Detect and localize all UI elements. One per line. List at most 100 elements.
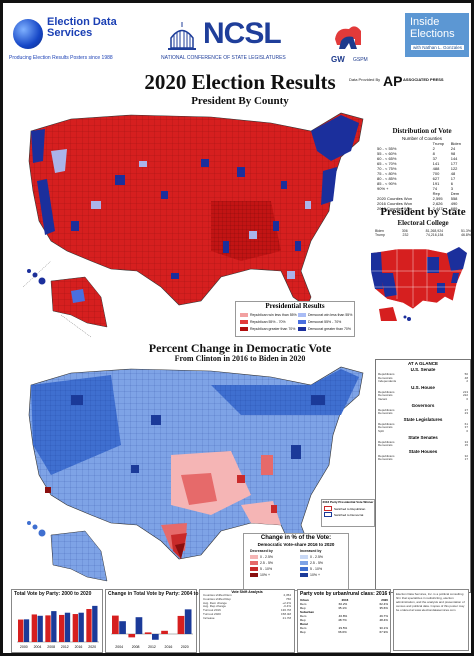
elephant-donkey-icon bbox=[335, 26, 361, 49]
dem-bar bbox=[119, 621, 126, 634]
legend-swatch bbox=[240, 320, 248, 324]
table-row: Dem 29.5% 30.1% bbox=[300, 626, 388, 630]
legend-title: Presidential Results bbox=[265, 302, 325, 310]
gspm-label: GSPM bbox=[353, 57, 368, 63]
capitol-dome-icon bbox=[168, 22, 196, 50]
tick-label: 2008 bbox=[47, 645, 55, 649]
distribution-of-vote: Distribution of Vote Number of Counties … bbox=[377, 127, 467, 217]
state-results-mini-map[interactable] bbox=[367, 243, 473, 325]
ap-credit: Data Provided By bbox=[349, 77, 381, 82]
vote-change-map[interactable] bbox=[11, 355, 373, 587]
tick-label: 2004 bbox=[115, 645, 123, 649]
change-map-subtitle: From Clinton in 2016 to Biden in 2020 bbox=[174, 354, 306, 363]
tick-label: 2012 bbox=[61, 645, 69, 649]
page-subtitle: President By County bbox=[191, 95, 289, 107]
rep-bar bbox=[18, 619, 24, 642]
rep-bar bbox=[161, 630, 168, 634]
flip-legend-title: 2016 Party Presidential Vote Winner bbox=[322, 500, 374, 504]
eds-name: Election Data Services bbox=[47, 16, 117, 39]
table-row: Counties shifted Rep 760 bbox=[203, 596, 291, 601]
table-row: Democrats 15 bbox=[378, 443, 468, 448]
tick-label: 2020 bbox=[181, 645, 189, 649]
table-row: Rep 35.1% 35.6% bbox=[300, 606, 388, 610]
chart-title: Change in Total Vote by Party: 2004 to 2… bbox=[108, 591, 211, 597]
block-heading: U.S. House bbox=[411, 384, 435, 390]
col-biden: Biden bbox=[450, 141, 461, 146]
change-vote-chart: Change in Total Vote by Party: 2004 to 2… bbox=[105, 589, 211, 653]
table-row: Republicans 27 bbox=[378, 407, 468, 412]
table-row: 70 - < 75% 488 122 bbox=[377, 166, 458, 171]
vote-change-legend: Change in % of the Vote: Democratic Vote… bbox=[243, 533, 349, 591]
hawaii bbox=[27, 269, 46, 285]
tick-label: 2008 bbox=[132, 645, 140, 649]
legend-swatch bbox=[240, 313, 248, 317]
rep-bar bbox=[86, 609, 92, 642]
tick-label: 2000 bbox=[20, 645, 28, 649]
ncsl-logo[interactable]: NCSL NATIONAL CONFERENCE OF STATE LEGISL… bbox=[159, 17, 309, 65]
dem-bar bbox=[23, 619, 30, 642]
table-row: Democrats 23 bbox=[378, 411, 468, 416]
table-row: 50 - < 55% 2 24 bbox=[377, 146, 456, 151]
change-vote-plot: 2004 2008 2012 2016 2020 bbox=[111, 609, 193, 649]
tick-label: 2012 bbox=[148, 645, 156, 649]
rep-bar bbox=[31, 614, 37, 642]
legend-label: 10% + bbox=[310, 573, 321, 577]
globe-icon bbox=[13, 19, 43, 49]
table-row: Republicans 32 bbox=[378, 453, 468, 458]
table-title: Party vote by urban/rural class: 2016 to… bbox=[300, 591, 391, 597]
gw-gspm-logo[interactable]: GW GSPM bbox=[327, 19, 387, 67]
table-row: Republicans 61 bbox=[378, 421, 468, 426]
table-row: 2020 Counties Won 2,595 558 bbox=[377, 196, 458, 201]
legend-swatch bbox=[250, 573, 258, 577]
legend-label: 2.5 - 5% bbox=[260, 561, 274, 565]
legend-swatch bbox=[298, 327, 306, 331]
rep-bar bbox=[72, 614, 78, 642]
legend-label: 5 - 10% bbox=[260, 567, 273, 571]
legend-label: 5 - 10% bbox=[310, 567, 323, 571]
legend-swatch bbox=[298, 313, 306, 317]
legend-label: Republican 55% - 70% bbox=[250, 320, 286, 324]
legend-label: Democrat greater than 70% bbox=[308, 327, 351, 331]
inside-elections-logo[interactable]: Inside Elections with Nathan L. Gonzales bbox=[405, 13, 469, 57]
eds-logo[interactable]: Election Data Services Producing Electio… bbox=[9, 15, 149, 65]
poster-notes: Election Data Services, Inc. is a politi… bbox=[393, 589, 469, 651]
dem-bar bbox=[92, 605, 98, 642]
table-row: 60 - < 65% 37 144 bbox=[377, 156, 458, 161]
legend-label: 0 - 2.5% bbox=[310, 555, 324, 559]
table-row: Democrats 48 bbox=[378, 375, 468, 380]
total-vote-chart: Total Vote by Party: 2000 to 2020 2000 20… bbox=[11, 589, 103, 653]
electoral-table: Biden 306 81,268,924 51.3% Trump 232 74,216,1… bbox=[375, 229, 471, 237]
table-row: Vacant 0 bbox=[378, 396, 468, 401]
inside-elections-sub: with Nathan L. Gonzales bbox=[411, 45, 465, 50]
vote-shift-table: Vote Shift Analysis Counties shifted Dem… bbox=[199, 589, 295, 653]
table-row: Republicans 50 bbox=[378, 372, 468, 376]
table-row: Dem 46.8% 49.7% bbox=[300, 614, 388, 618]
header: Election Data Services Producing Electio… bbox=[9, 9, 471, 69]
block-heading: State Houses bbox=[408, 448, 438, 454]
table-row: Independents 2 bbox=[378, 379, 468, 384]
legend-swatch bbox=[324, 506, 332, 511]
legend-label: 10% + bbox=[260, 573, 271, 577]
block-heading: State Senates bbox=[408, 434, 438, 440]
table-row: 65 - < 70% 141 177 bbox=[377, 161, 458, 166]
rep-bar bbox=[112, 615, 119, 634]
tick-label: 2016 bbox=[75, 645, 83, 649]
dem-bar bbox=[184, 609, 192, 634]
legend-swatch bbox=[300, 561, 308, 565]
legend-swatch bbox=[250, 567, 258, 571]
table-row: Increase 21.7M bbox=[203, 615, 291, 620]
legend-label: Switched to Democrat bbox=[334, 512, 364, 517]
block-heading: State Legislatures bbox=[403, 416, 443, 422]
col-trump: Trump bbox=[432, 141, 445, 146]
legend-swatch bbox=[240, 327, 248, 331]
ncsl-subtitle: NATIONAL CONFERENCE OF STATE LEGISLATURE… bbox=[161, 55, 286, 61]
table-title: Vote Shift Analysis bbox=[231, 590, 263, 594]
table-row: Democrats 17 bbox=[378, 457, 468, 462]
table-row: 75 - < 80% 700 48 bbox=[377, 171, 456, 176]
table-row: Suburban bbox=[300, 610, 314, 614]
block-heading: U.S. Senate bbox=[410, 367, 436, 372]
rep-bar bbox=[128, 634, 136, 638]
legend-label: Democrat win less than 55% bbox=[308, 313, 353, 317]
change-map-title: Percent Change in Democratic Vote bbox=[148, 341, 332, 355]
